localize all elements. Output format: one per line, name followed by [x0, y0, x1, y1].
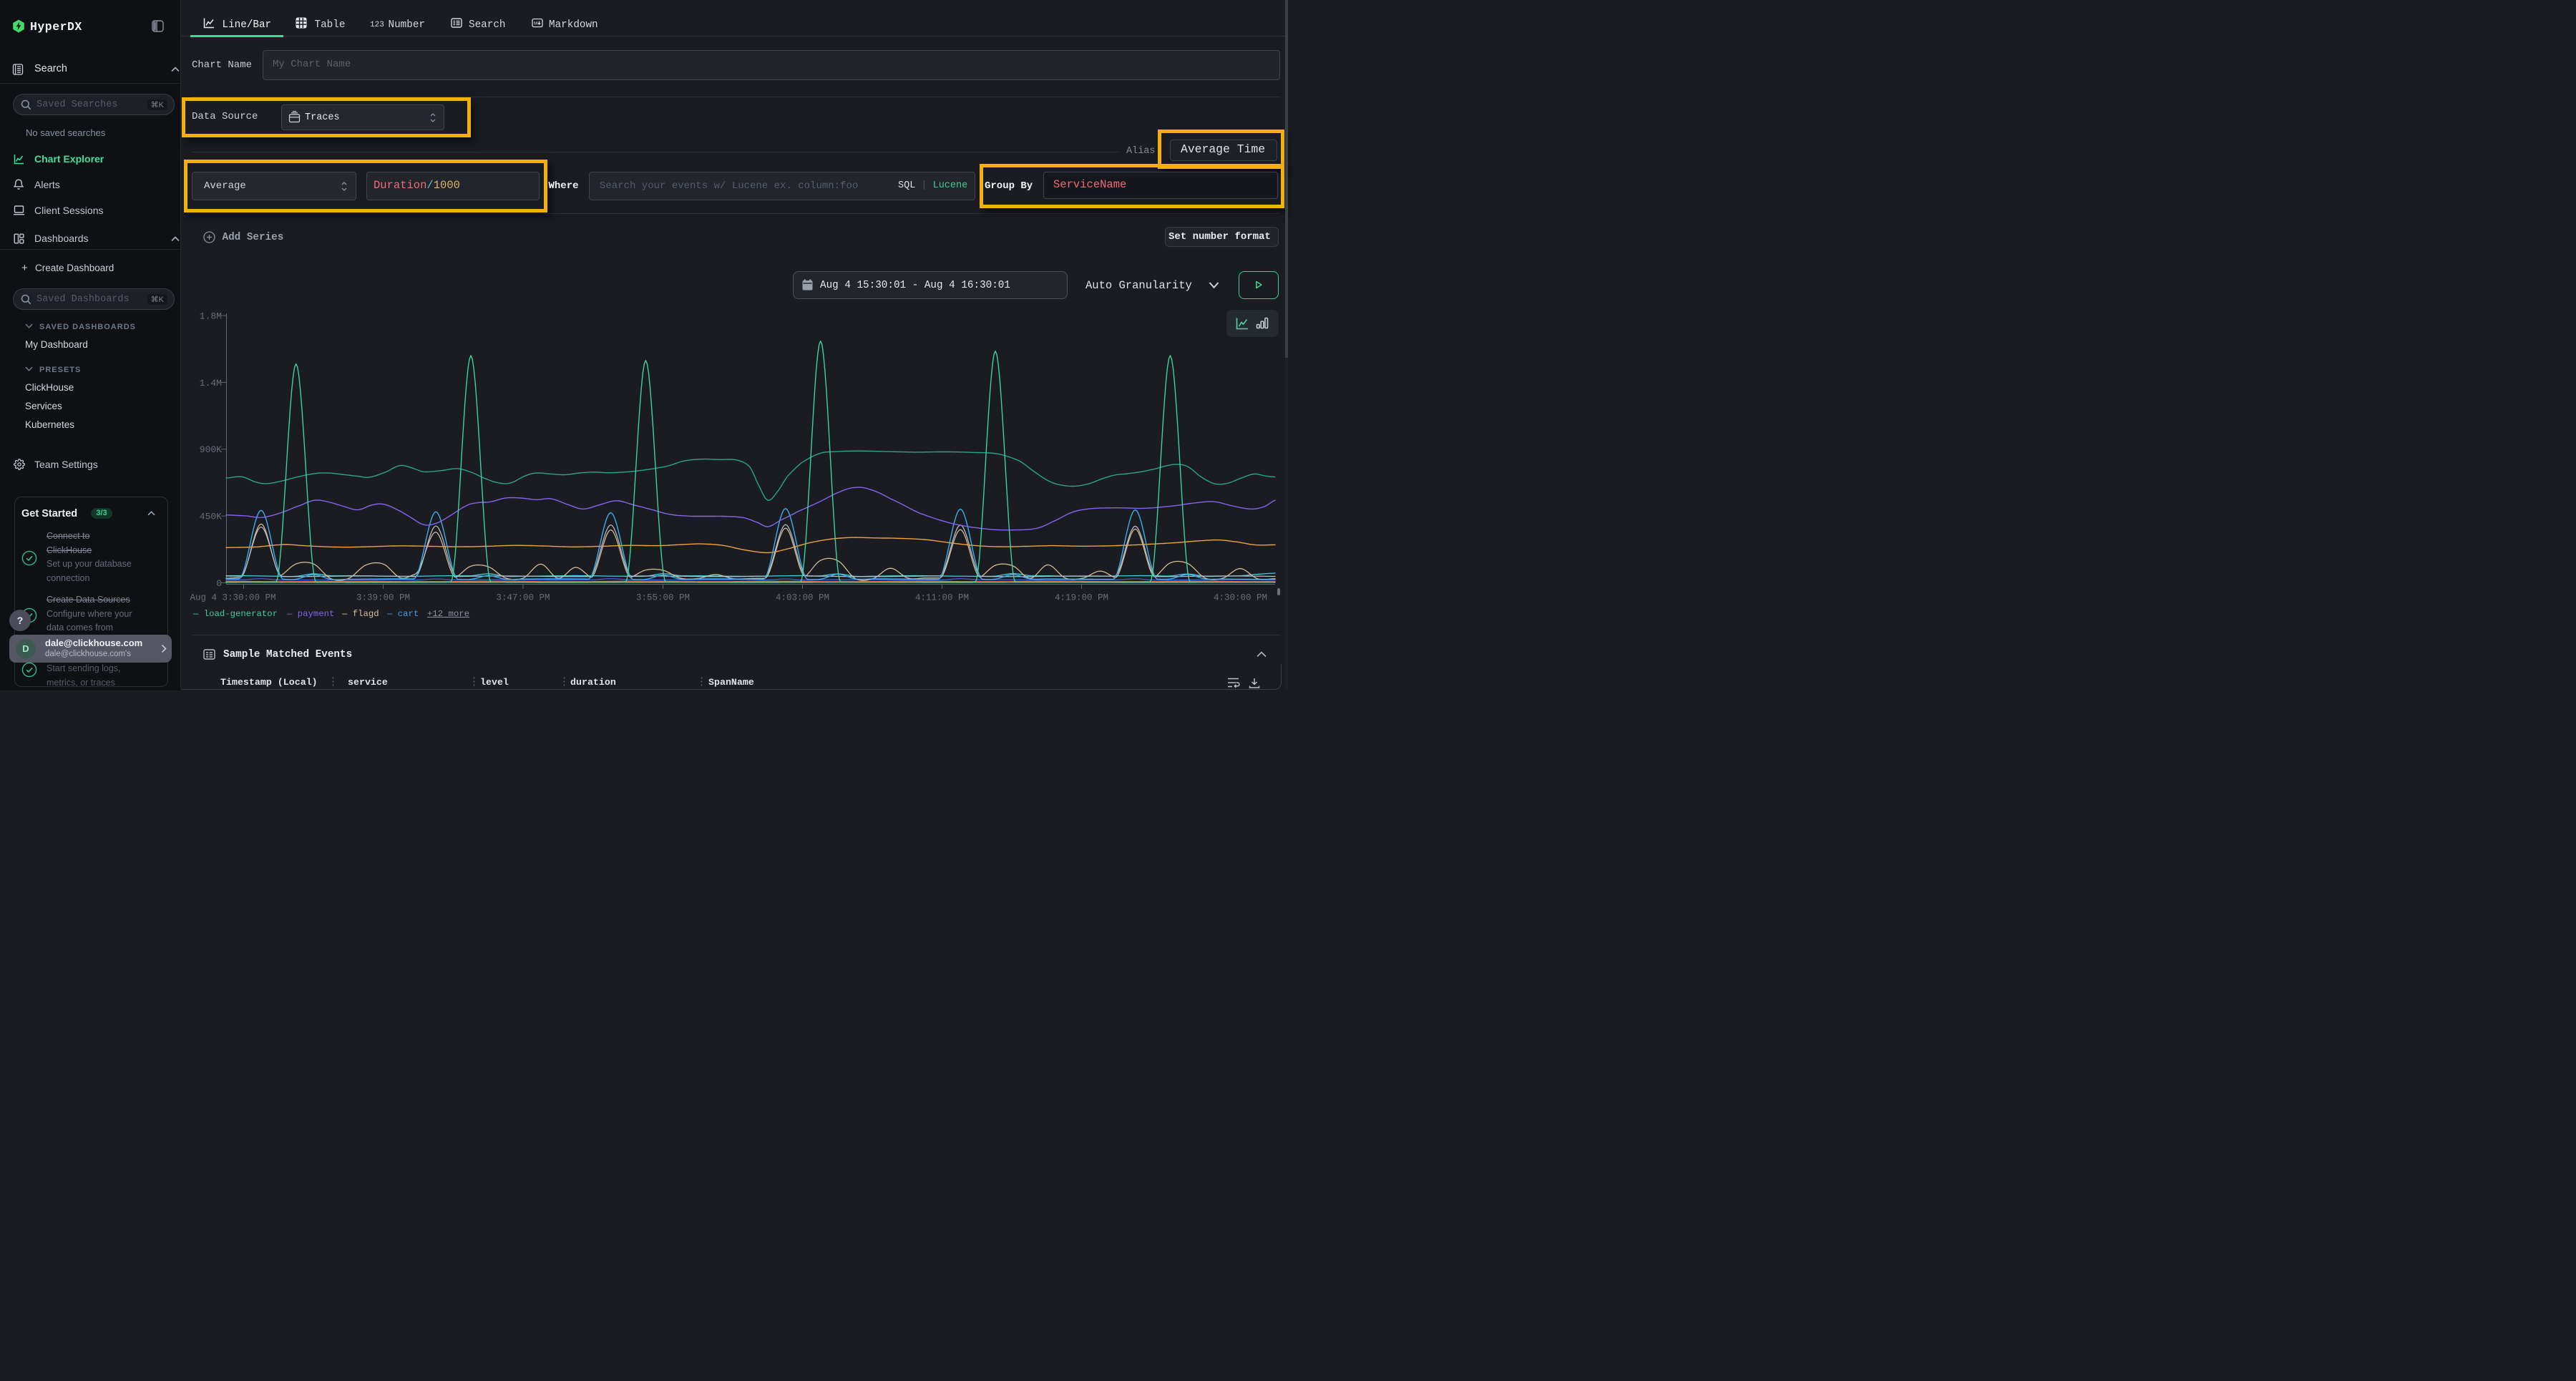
svg-text:M: M [534, 21, 537, 26]
